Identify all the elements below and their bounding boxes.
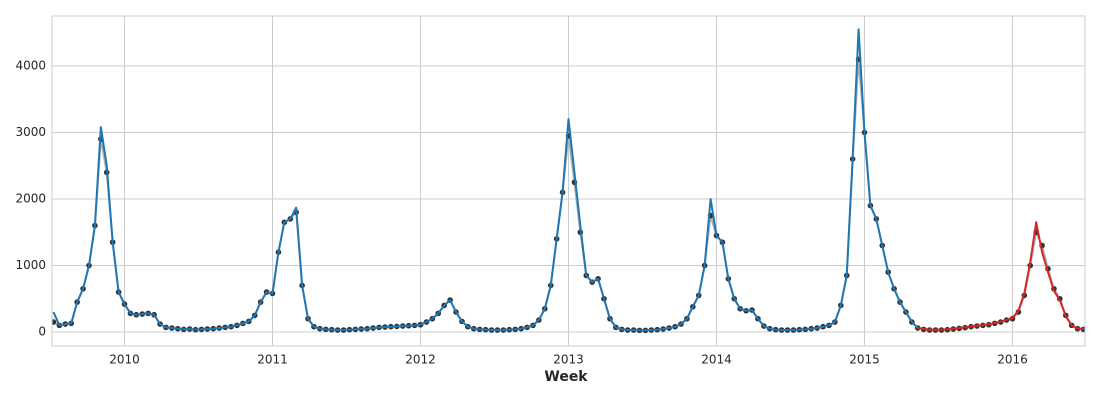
data-point <box>52 319 57 325</box>
x-tick-label: 2016 <box>997 353 1028 367</box>
x-tick-label: 2010 <box>109 353 140 367</box>
x-tick-label: 2011 <box>257 353 288 367</box>
y-tick-label: 3000 <box>15 125 46 139</box>
y-tick-label: 1000 <box>15 258 46 272</box>
plot-frame <box>51 15 1086 347</box>
y-tick-label: 0 <box>38 325 46 339</box>
x-tick-label: 2012 <box>405 353 436 367</box>
series-line <box>917 221 1084 331</box>
x-tick-label: 2013 <box>553 353 584 367</box>
x-axis-label: Week <box>544 369 588 385</box>
y-tick-label: 4000 <box>15 58 46 72</box>
x-tick-label: 2014 <box>701 353 732 367</box>
x-tick-label: 2015 <box>849 353 880 367</box>
y-tick-label: 2000 <box>15 191 46 205</box>
series-line <box>52 28 919 332</box>
